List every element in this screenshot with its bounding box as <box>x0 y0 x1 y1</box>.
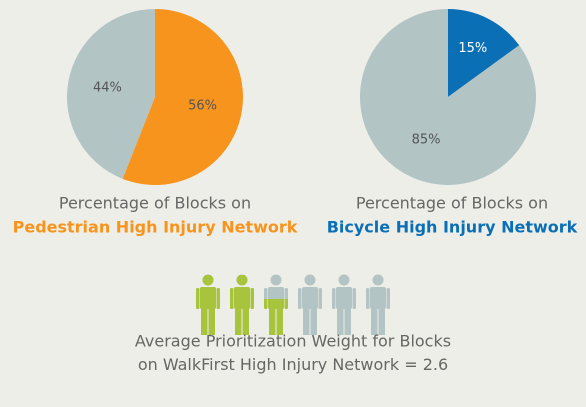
person-arm <box>366 288 370 309</box>
person-torso <box>336 287 352 309</box>
person-arm <box>332 288 336 309</box>
slice-label: 56% <box>188 99 217 114</box>
person-leg <box>208 308 215 335</box>
person-torso <box>200 287 216 309</box>
chart-title: Average Prioritization Weight for Blocks <box>135 332 451 351</box>
person-arm <box>386 288 390 309</box>
person-torso <box>302 287 318 309</box>
person-arm <box>230 288 234 309</box>
person-fill <box>230 275 254 335</box>
value-label: 2.6 <box>423 355 448 374</box>
person-head <box>338 274 350 286</box>
pie-slice <box>122 9 244 185</box>
person-leg <box>276 308 283 335</box>
person-leg <box>344 308 351 335</box>
person-head <box>270 274 282 286</box>
person-leg <box>378 308 385 335</box>
person-leg <box>303 308 310 335</box>
chart-subtitle: on WalkFirst High Injury Network = 2.6 <box>138 355 448 374</box>
slice-label: 85% <box>412 133 441 148</box>
person-arm <box>196 288 200 309</box>
person-icon <box>332 274 356 335</box>
person-head <box>236 275 248 286</box>
chart-subtitle: Bicycle High Injury Network <box>327 218 578 237</box>
person-fill <box>196 275 220 335</box>
person-arm <box>250 288 254 309</box>
person-head <box>202 275 214 286</box>
person-leg <box>201 308 208 335</box>
person-head <box>304 274 316 286</box>
person-leg <box>310 308 317 335</box>
chart-title: Percentage of Blocks on <box>59 194 251 213</box>
person-torso <box>370 287 386 309</box>
person-arm <box>264 299 268 309</box>
person-leg <box>371 308 378 335</box>
person-arm <box>284 299 288 309</box>
pie-slice <box>359 9 536 186</box>
person-arm <box>318 288 322 309</box>
person-arm <box>298 288 302 309</box>
subtitle-text: on WalkFirst High Injury Network = <box>138 355 418 374</box>
person-arm <box>352 288 356 309</box>
person-arm <box>216 288 220 309</box>
slice-label: 15% <box>458 41 487 56</box>
person-head <box>372 274 384 286</box>
pie-slice <box>448 9 520 97</box>
person-icon <box>366 274 390 335</box>
chart-subtitle: Pedestrian High Injury Network <box>13 218 298 237</box>
pie-slice <box>67 9 155 179</box>
person-leg <box>235 308 242 335</box>
chart-title: Percentage of Blocks on <box>356 194 548 213</box>
person-leg <box>269 308 276 335</box>
person-icon <box>298 274 322 335</box>
slice-label: 44% <box>93 80 122 95</box>
person-torso <box>268 299 284 309</box>
person-fill <box>264 299 288 335</box>
person-torso <box>234 287 250 309</box>
person-leg <box>337 308 344 335</box>
person-leg <box>242 308 249 335</box>
